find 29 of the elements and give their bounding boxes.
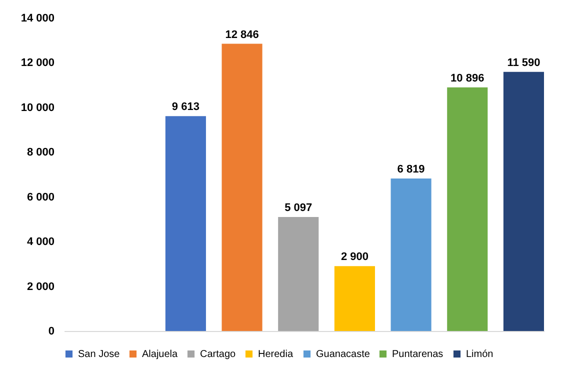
data-label: 11 590: [507, 56, 540, 69]
y-tick-label: 2 000: [26, 280, 54, 293]
legend-label: Heredia: [258, 349, 294, 360]
legend-label: Puntarenas: [392, 349, 444, 360]
data-label: 6 819: [397, 164, 425, 176]
y-tick-label: 12 000: [20, 57, 54, 70]
y-tick-label: 6 000: [26, 191, 54, 204]
data-label: 2 900: [340, 251, 368, 264]
y-tick-label: 10 000: [20, 102, 54, 114]
bar: [390, 178, 432, 331]
legend-label: San Jose: [78, 349, 120, 360]
data-label: 12 846: [225, 28, 259, 41]
bar: [447, 87, 488, 331]
bar: [334, 266, 375, 331]
bar: [165, 116, 206, 331]
y-tick-label: 8 000: [26, 146, 54, 159]
legend-label: Alajuela: [142, 349, 178, 360]
legend-label: Guanacaste: [316, 349, 370, 360]
bar: [222, 44, 262, 331]
bar: [278, 217, 319, 331]
data-label: 5 097: [284, 202, 312, 214]
y-tick-label: 4 000: [26, 236, 54, 248]
legend-label: Limón: [466, 349, 494, 360]
legend-label: Cartago: [200, 349, 236, 360]
data-label: 9 613: [172, 101, 200, 114]
y-tick-label: 14 000: [20, 12, 54, 24]
y-tick-label: 0: [48, 326, 54, 338]
data-label: 10 896: [450, 72, 484, 84]
bar: [503, 72, 544, 331]
